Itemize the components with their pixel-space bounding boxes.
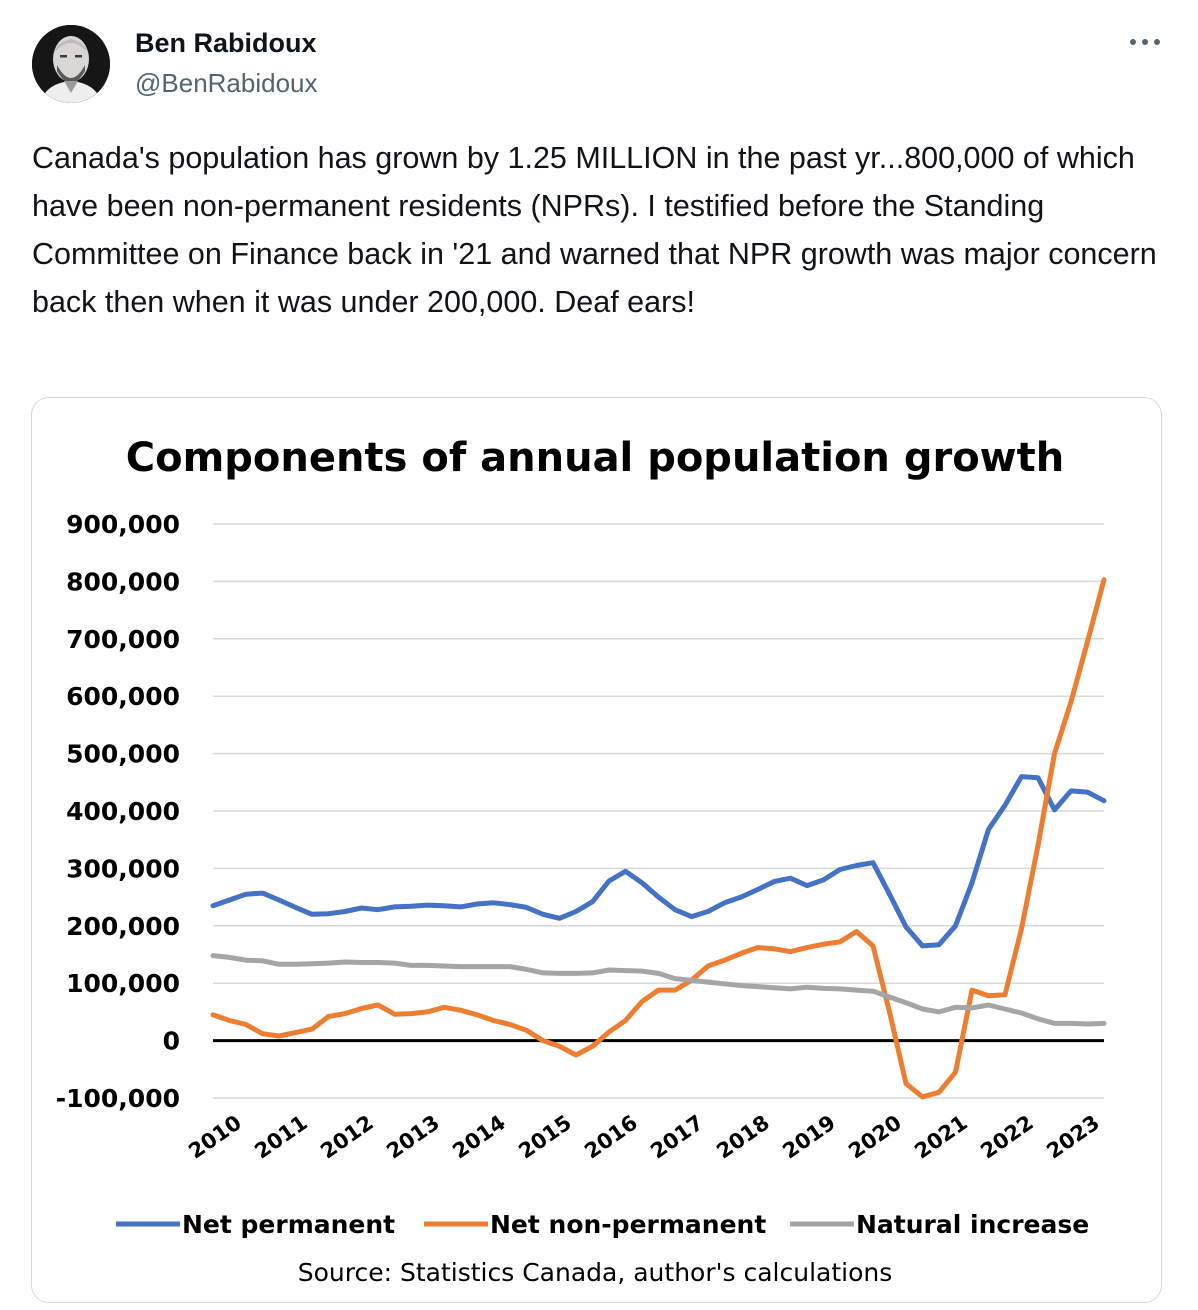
y-tick-label: 800,000	[66, 567, 180, 596]
y-tick-label: 700,000	[66, 625, 180, 654]
series-line-net-non-permanent	[210, 577, 1107, 1100]
series-line-net-permanent	[210, 774, 1107, 949]
more-options-button[interactable]	[1120, 22, 1170, 62]
series-line-natural-increase	[210, 953, 1107, 1027]
population-growth-chart: Components of annual population growth 9…	[32, 398, 1161, 1302]
legend-label-net-non-permanent: Net non-permanent	[490, 1210, 766, 1239]
legend-label-net-permanent: Net permanent	[182, 1210, 395, 1239]
y-tick-label: 600,000	[66, 682, 180, 711]
chart-title: Components of annual population growth	[126, 435, 1064, 481]
author-name[interactable]: Ben Rabidoux	[135, 28, 317, 58]
y-tick-label: 300,000	[66, 854, 180, 883]
tweet-text: Canada's population has grown by 1.25 MI…	[32, 141, 1166, 319]
y-tick-label: 400,000	[66, 797, 180, 826]
series-lines	[210, 577, 1107, 1100]
y-tick-label: 0	[163, 1027, 180, 1056]
author-handle[interactable]: @BenRabidoux	[135, 68, 318, 98]
chart-source: Source: Statistics Canada, author's calc…	[298, 1258, 893, 1287]
y-tick-label: -100,000	[56, 1084, 180, 1113]
y-tick-label: 500,000	[66, 740, 180, 769]
avatar[interactable]	[32, 25, 110, 103]
legend-label-natural-increase: Natural increase	[856, 1210, 1089, 1239]
y-axis-tick-labels: 900,000 800,000 700,000 600,000 500,000 400,0…	[56, 510, 180, 1113]
avatar-image	[32, 25, 110, 103]
tweet-media-image[interactable]: Components of annual population growth 9…	[31, 397, 1162, 1303]
legend: Net permanent Net non-permanent Natural …	[116, 1210, 1089, 1239]
y-tick-label: 200,000	[66, 912, 180, 941]
chart-background	[32, 398, 1161, 1302]
y-tick-label: 100,000	[66, 969, 180, 998]
ellipsis-icon	[1130, 39, 1160, 45]
y-tick-label: 900,000	[66, 510, 180, 539]
